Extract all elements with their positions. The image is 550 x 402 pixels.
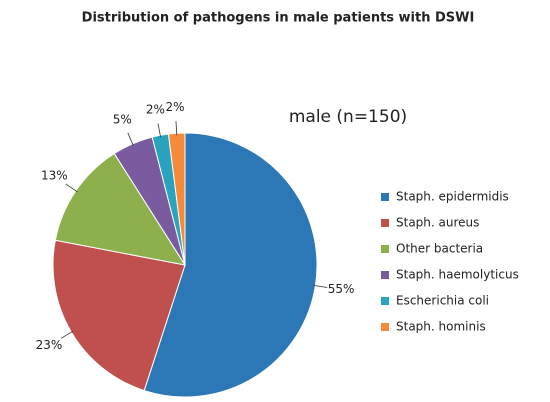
chart-title: Distribution of pathogens in male patien…	[82, 11, 475, 26]
legend-swatch	[381, 193, 389, 201]
data-label: 13%	[41, 169, 68, 183]
leader-line	[157, 123, 162, 138]
legend-swatch	[381, 219, 389, 227]
chart-subtitle: male (n=150)	[289, 107, 407, 127]
data-label: 2%	[166, 100, 185, 114]
legend-label: Staph. epidermidis	[396, 190, 509, 204]
legend-label: Staph. haemolyticus	[396, 268, 519, 282]
legend-label: Staph. aureus	[396, 216, 479, 230]
leader-line	[175, 121, 178, 136]
data-label: 23%	[36, 338, 63, 352]
leader-line	[313, 284, 328, 288]
data-label: 5%	[113, 112, 132, 126]
legend-label: Staph. hominis	[396, 320, 486, 334]
leader-line	[60, 330, 74, 339]
legend-swatch	[381, 323, 389, 331]
legend-swatch	[381, 271, 389, 279]
legend-label: Other bacteria	[396, 242, 483, 256]
legend-swatch	[381, 245, 389, 253]
leader-line	[127, 132, 134, 146]
legend-label: Escherichia coli	[396, 294, 489, 308]
data-label: 55%	[328, 282, 355, 296]
data-label: 2%	[146, 102, 165, 116]
legend-swatch	[381, 297, 389, 305]
leader-line	[65, 183, 78, 193]
